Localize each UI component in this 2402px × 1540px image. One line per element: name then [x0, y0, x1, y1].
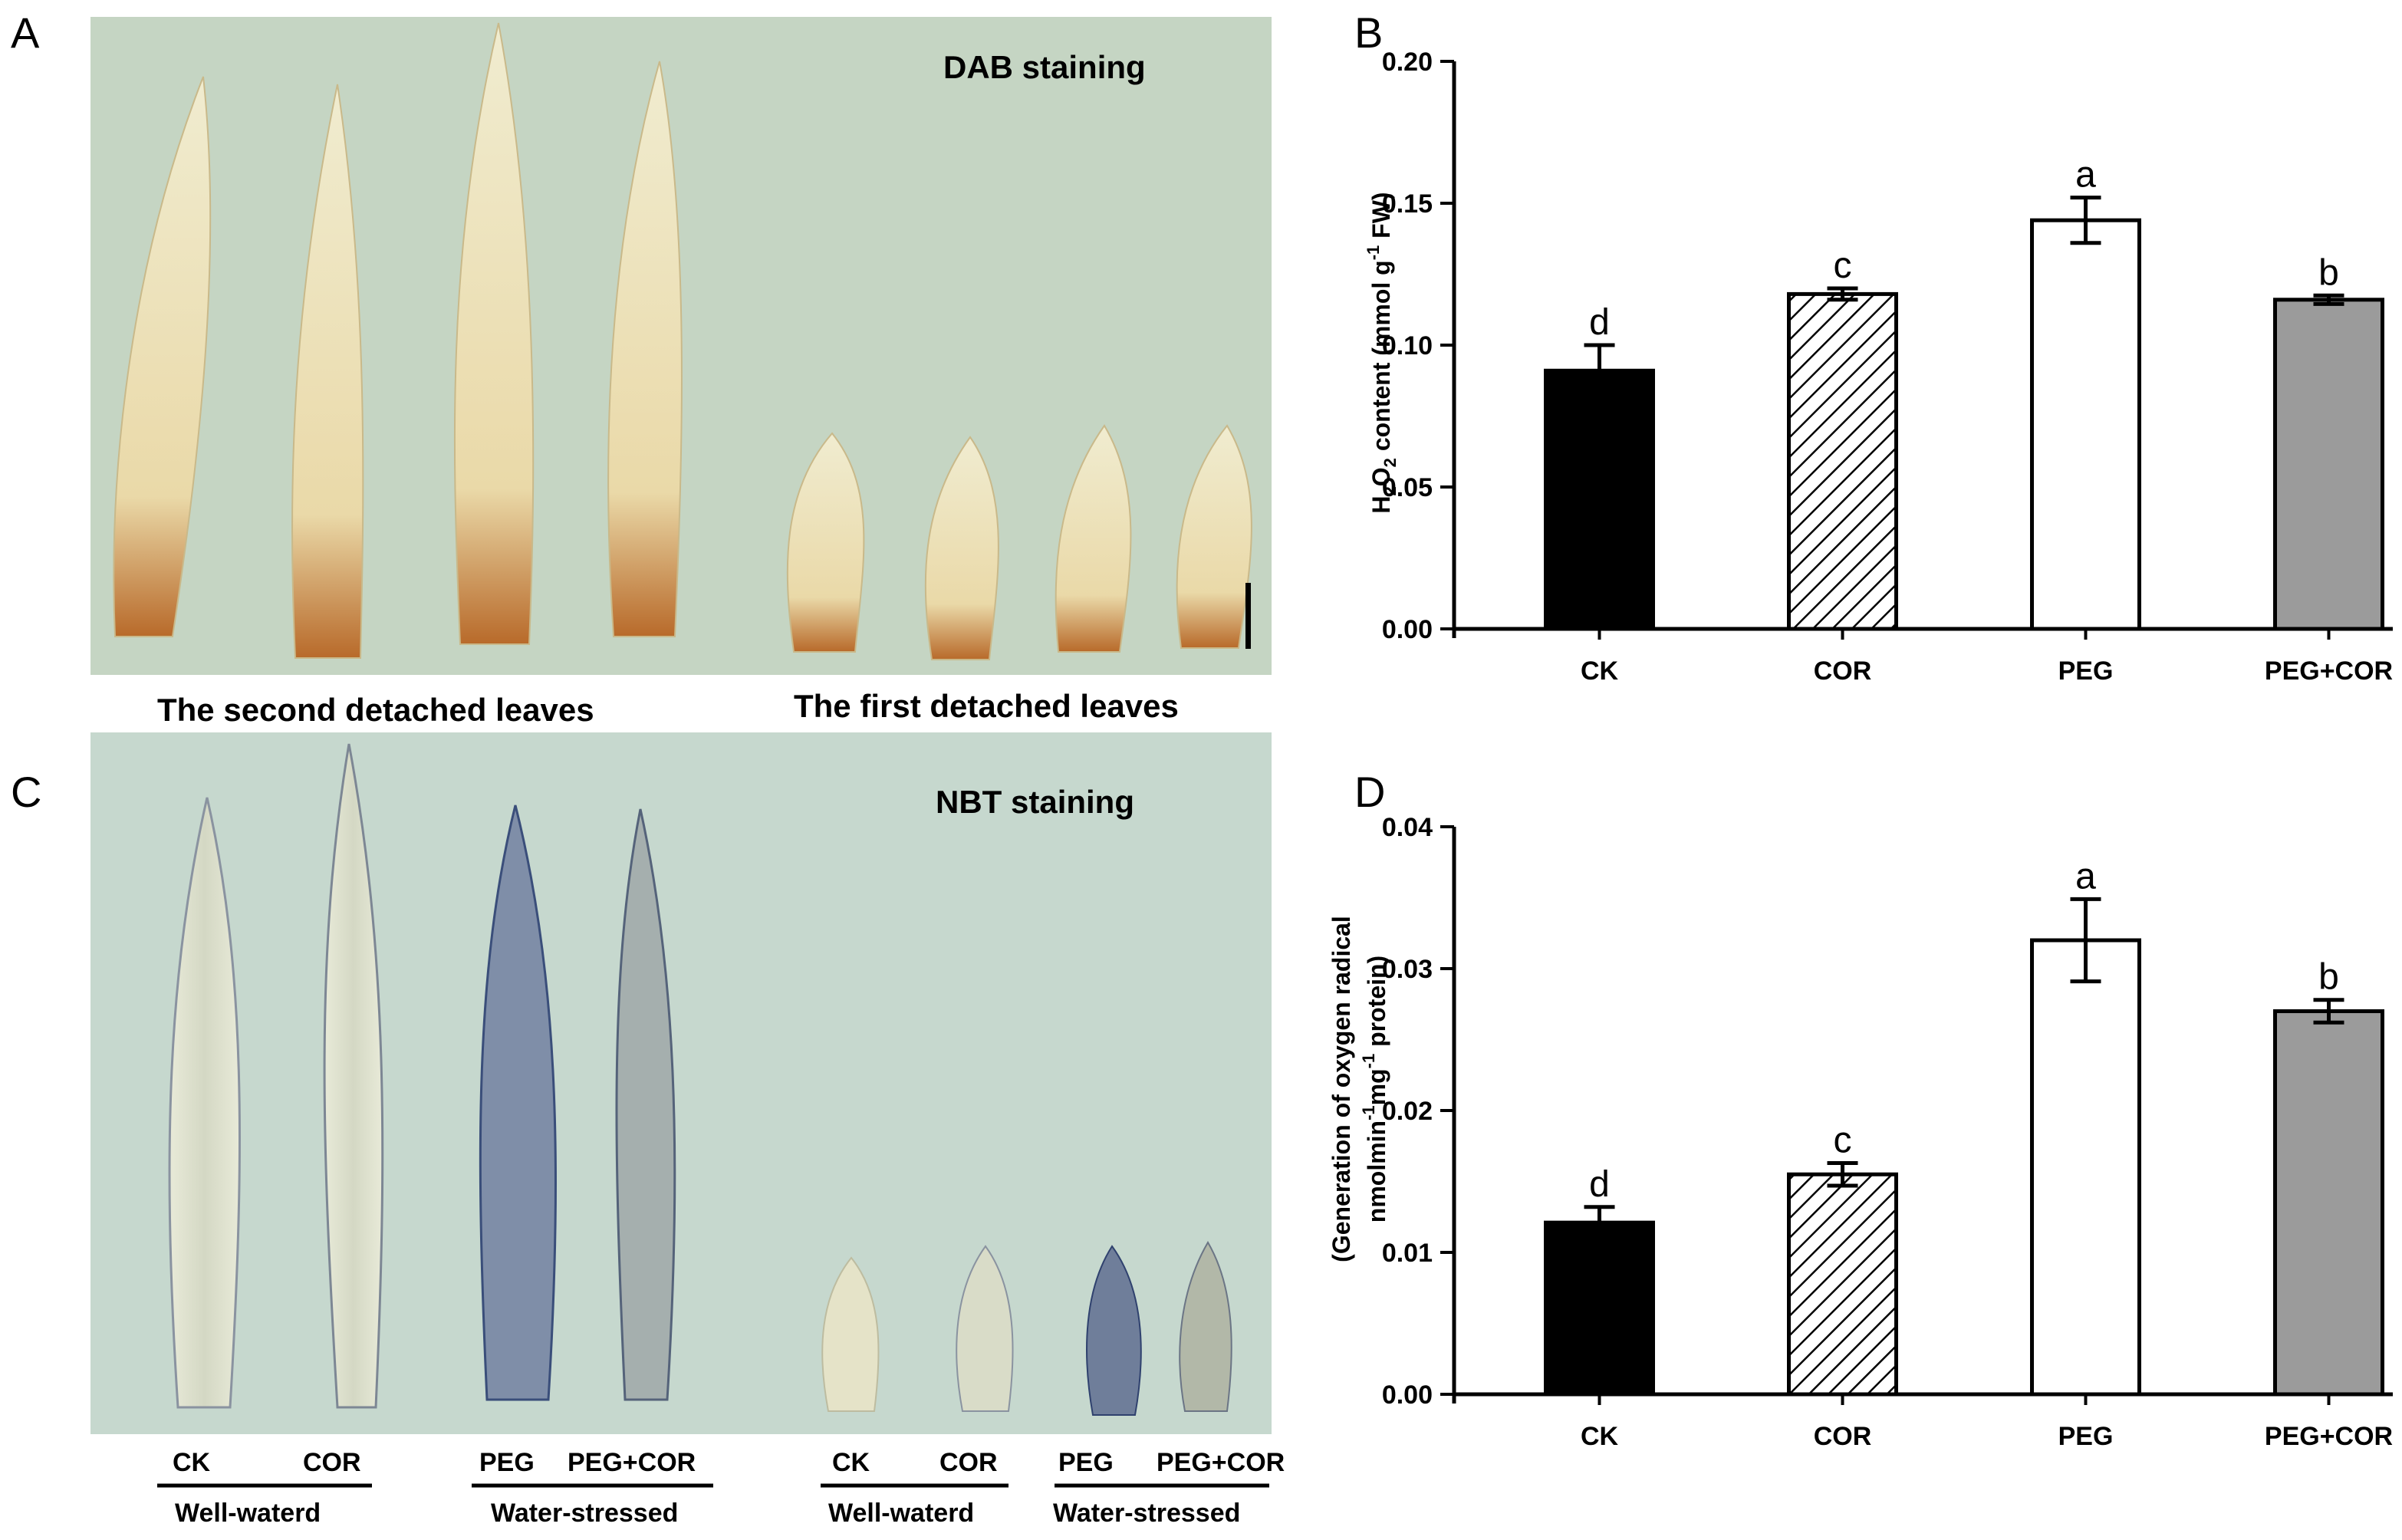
nbt-leaf-ck-first: [821, 1256, 880, 1412]
nbt-group-labels: CK COR PEG PEG+COR CK COR PEG PEG+COR We…: [157, 1448, 1285, 1528]
chart-b-bar: [2030, 218, 2141, 631]
nbt-leaves: [168, 743, 1232, 1416]
nbt-leaf-cor-first: [956, 1245, 1014, 1412]
chart-d-significance-label: d: [1589, 1164, 1610, 1205]
chart-b-x-tick-label: CK: [1581, 656, 1619, 686]
chart-b-y-tick-label: 0.15: [1382, 189, 1433, 219]
chart-b-bar: [2273, 298, 2384, 631]
chart-b-significance-label: a: [2075, 155, 2096, 196]
chart-b-significance-label: c: [1834, 245, 1852, 286]
chart-d-y-tick-label: 0.02: [1382, 1097, 1433, 1126]
nbt-label-pegcor-2: PEG+COR: [1157, 1448, 1285, 1477]
dab-leaf-peg-first: [1055, 424, 1132, 653]
chart-d-significance-label: c: [1834, 1120, 1852, 1160]
chart-d-ylabel-line2: nmolmin-1mg-1 protein): [1359, 956, 1390, 1222]
chart-b-bar: [1544, 368, 1655, 631]
nbt-label-cor-1: COR: [303, 1448, 361, 1477]
chart-b-significance-label: b: [2318, 252, 2339, 293]
nbt-leaf-ck-second: [168, 797, 241, 1409]
panel-label-a: A: [11, 8, 40, 57]
chart-b-significance-label: d: [1589, 302, 1610, 343]
chart-b-y-tick-label: 0.20: [1382, 48, 1433, 77]
nbt-leaf-pegcor-second: [615, 808, 676, 1401]
chart-d-y-tick-label: 0.00: [1382, 1380, 1433, 1410]
scale-bar: [1245, 583, 1251, 649]
dab-leaf-cor-second: [291, 84, 364, 659]
nbt-leaf-cor-second: [323, 743, 384, 1409]
nbt-group-water-stressed-1: Water-stressed: [491, 1499, 678, 1528]
chart-b-x-tick-label: PEG: [2058, 656, 2114, 686]
chart-d: 0.00 0.01 0.02 0.03 0.04 d CK c COR a PEG b PEG+COR: [1382, 813, 2393, 1451]
chart-b: 0.00 0.05 0.10 0.15 0.20 d CK c COR a PEG b PEG+COR: [1382, 48, 2393, 686]
chart-d-bar: [2030, 938, 2141, 1397]
chart-d-bar: [1787, 1172, 1898, 1397]
caption-first-leaves: The first detached leaves: [794, 688, 1179, 724]
chart-b-x-tick-label: PEG+COR: [2265, 656, 2393, 686]
nbt-group-well-waterd-2: Well-waterd: [828, 1499, 974, 1528]
dab-stain-title: DAB staining: [943, 49, 1146, 85]
dab-leaf-cor-first: [924, 436, 999, 660]
chart-d-significance-label: a: [2075, 856, 2096, 897]
chart-b-x-tick-label: COR: [1814, 656, 1872, 686]
chart-d-significance-label: b: [2318, 957, 2339, 998]
nbt-label-ck-1: CK: [173, 1448, 211, 1477]
panel-label-b: B: [1354, 8, 1383, 57]
panel-label-c: C: [11, 768, 41, 816]
nbt-label-ck-2: CK: [832, 1448, 870, 1477]
chart-d-bar: [1544, 1220, 1655, 1397]
nbt-label-pegcor-1: PEG+COR: [568, 1448, 696, 1477]
dab-leaf-peg-second: [453, 22, 535, 645]
chart-d-y-tick-label: 0.01: [1382, 1239, 1433, 1268]
nbt-photo-background: [90, 732, 1272, 1434]
nbt-leaf-peg-second: [479, 805, 558, 1401]
chart-d-x-tick-label: PEG+COR: [2265, 1422, 2393, 1451]
chart-b-ylabel: H2O2 content (mmol g-1 FW): [1364, 192, 1400, 513]
chart-b-y-tick-label: 0.00: [1382, 615, 1433, 644]
dab-leaf-ck-second: [113, 76, 212, 637]
chart-b-bar: [1787, 291, 1898, 631]
chart-b-y-tick-label: 0.10: [1382, 331, 1433, 360]
nbt-label-peg-1: PEG: [479, 1448, 535, 1477]
nbt-label-peg-2: PEG: [1058, 1448, 1114, 1477]
chart-d-y-tick-label: 0.03: [1382, 955, 1433, 984]
chart-d-y-tick-label: 0.04: [1382, 813, 1433, 842]
chart-d-ylabel-line1: (Generation of oxygen radical: [1328, 916, 1355, 1262]
nbt-label-cor-2: COR: [939, 1448, 998, 1477]
chart-b-y-tick-label: 0.05: [1382, 473, 1433, 502]
chart-d-x-tick-label: PEG: [2058, 1422, 2114, 1451]
dab-leaf-pegcor-second: [607, 61, 683, 637]
chart-d-x-tick-label: CK: [1581, 1422, 1619, 1451]
nbt-leaf-peg-first: [1086, 1245, 1142, 1416]
nbt-stain-title: NBT staining: [936, 784, 1134, 820]
caption-second-leaves: The second detached leaves: [157, 692, 594, 728]
dab-leaf-ck-first: [786, 432, 865, 653]
nbt-group-well-waterd-1: Well-waterd: [175, 1499, 321, 1528]
chart-d-x-tick-label: COR: [1814, 1422, 1872, 1451]
nbt-group-water-stressed-2: Water-stressed: [1053, 1499, 1240, 1528]
chart-d-bar: [2273, 1009, 2384, 1397]
nbt-leaf-pegcor-first: [1179, 1241, 1232, 1412]
panel-label-d: D: [1354, 768, 1385, 816]
